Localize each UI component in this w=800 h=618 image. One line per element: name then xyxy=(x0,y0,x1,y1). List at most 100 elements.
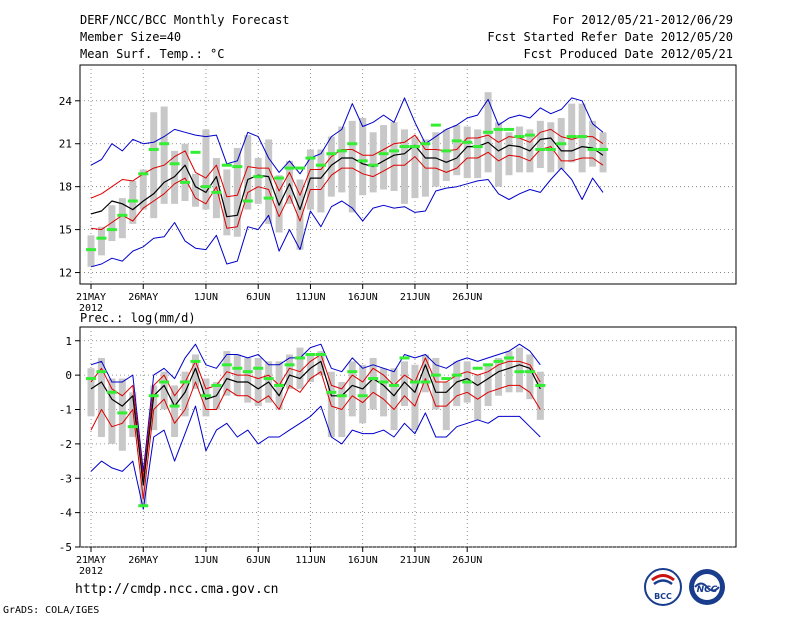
fcst-started-date: Fcst Started Refer Date 2012/05/20 xyxy=(487,30,733,44)
temperature-panel: 12 15 18 21 24 21MAY 26MAY 1JUN 6JUN 11JUN 16JUN 21… xyxy=(59,64,737,314)
x-tick-label: 21MAY xyxy=(76,292,106,303)
y-tick-label: -2 xyxy=(59,438,72,451)
spread-box xyxy=(223,351,231,396)
spread-box xyxy=(589,120,597,167)
y-tick-label: -1 xyxy=(59,404,72,417)
x-tick-label: 21JUN xyxy=(400,292,430,303)
median-mark xyxy=(483,363,494,367)
median-mark xyxy=(347,370,358,374)
x-tick-label: 16JUN xyxy=(348,292,378,303)
spread-box xyxy=(171,385,179,437)
grads-credit: GrADS: COLA/IGES xyxy=(3,605,100,616)
y-tick-label: 18 xyxy=(59,181,72,194)
median-mark xyxy=(315,353,326,356)
spread-box xyxy=(286,354,294,389)
median-mark xyxy=(284,166,295,170)
lower-spread-line xyxy=(90,146,604,231)
median-mark xyxy=(493,359,504,363)
median-mark xyxy=(566,135,577,139)
median-mark xyxy=(535,147,546,151)
median-mark xyxy=(221,163,232,167)
median-mark xyxy=(524,370,535,374)
median-mark xyxy=(326,152,337,156)
median-mark xyxy=(556,142,567,146)
median-mark xyxy=(315,163,326,167)
spread-box xyxy=(223,169,231,236)
spread-box xyxy=(202,129,210,210)
fcst-produced-date: Fcst Produced Date 2012/05/21 xyxy=(523,47,733,61)
spread-box xyxy=(505,132,513,176)
spread-box xyxy=(453,125,461,176)
median-mark xyxy=(420,380,431,384)
median-mark xyxy=(598,147,609,151)
spread-box xyxy=(442,129,450,181)
median-mark xyxy=(368,377,379,381)
median-mark xyxy=(284,363,295,367)
spread-box xyxy=(421,354,429,393)
median-mark xyxy=(305,353,316,356)
spread-box xyxy=(150,112,158,219)
spread-box xyxy=(401,361,408,407)
median-mark xyxy=(211,190,222,194)
x-tick-label: 26MAY xyxy=(128,555,158,566)
median-mark xyxy=(493,127,504,131)
median-mark xyxy=(96,370,107,374)
median-mark xyxy=(253,366,264,370)
spread-box xyxy=(359,364,367,424)
median-mark xyxy=(420,142,431,146)
median-mark xyxy=(524,133,535,137)
spread-box xyxy=(265,139,273,224)
spread-box xyxy=(390,122,398,191)
spread-box xyxy=(599,132,607,173)
x-year-label: 2012 xyxy=(79,303,103,314)
spread-box xyxy=(181,371,189,417)
spread-box xyxy=(171,150,179,204)
median-mark xyxy=(180,180,191,184)
top-variable-label: Mean Surf. Temp.: °C xyxy=(80,47,225,61)
median-mark xyxy=(138,504,149,508)
y-tick-label: 0 xyxy=(65,369,72,382)
median-mark xyxy=(577,135,588,139)
ncc-logo-text: NCC xyxy=(697,585,718,595)
x-tick-label: 11JUN xyxy=(295,292,325,303)
median-mark xyxy=(86,248,96,252)
median-mark xyxy=(200,394,211,398)
median-mark xyxy=(127,199,138,203)
lower-spread-line xyxy=(90,371,541,500)
median-mark xyxy=(430,123,441,127)
spread-box xyxy=(254,158,262,204)
y-tick-label: 12 xyxy=(59,267,72,280)
spread-box xyxy=(160,106,168,204)
spread-box xyxy=(432,357,440,410)
spread-box xyxy=(338,126,346,193)
median-mark xyxy=(211,383,222,387)
spread-box xyxy=(411,136,419,199)
spread-box xyxy=(495,122,503,187)
median-mark xyxy=(326,390,337,394)
spread-box xyxy=(536,371,544,420)
median-mark xyxy=(263,377,274,381)
spread-box xyxy=(369,132,377,193)
spread-box xyxy=(254,357,262,407)
median-mark xyxy=(347,142,358,146)
median-mark xyxy=(159,380,170,384)
median-mark xyxy=(504,356,514,360)
median-mark xyxy=(148,147,159,151)
ensemble-mean-line xyxy=(90,137,604,218)
ensemble-max-line xyxy=(90,97,604,175)
spread-box xyxy=(568,103,576,163)
y-tick-label: -5 xyxy=(59,541,72,554)
upper-spread-line xyxy=(90,354,541,479)
source-url[interactable]: http://cmdp.ncc.cma.gov.cn xyxy=(75,582,279,597)
spread-box xyxy=(505,351,513,393)
spread-box xyxy=(139,471,147,506)
median-mark xyxy=(295,166,305,170)
median-mark xyxy=(357,394,368,398)
spread-box xyxy=(181,143,189,201)
spread-box xyxy=(484,364,492,407)
median-mark xyxy=(462,140,473,144)
spread-box xyxy=(118,198,126,239)
spread-box xyxy=(192,173,199,207)
median-mark xyxy=(295,356,305,360)
spread-box xyxy=(108,378,116,444)
